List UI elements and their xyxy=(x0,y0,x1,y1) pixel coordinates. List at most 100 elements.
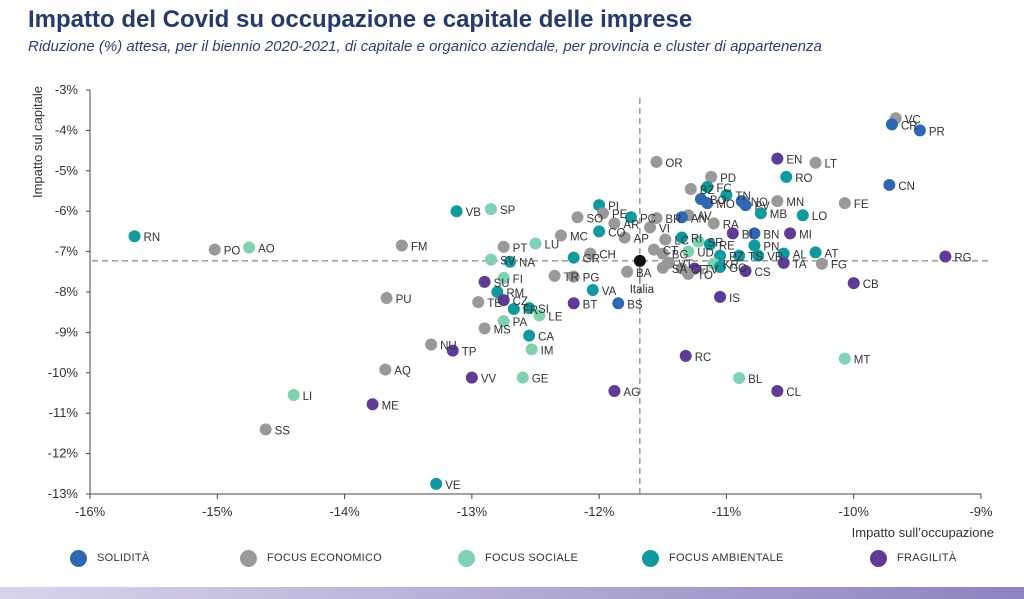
point-label-tn: TN xyxy=(735,191,750,203)
point-mc xyxy=(554,229,567,242)
point-label-cn: CN xyxy=(898,181,915,193)
point-bz xyxy=(684,182,697,195)
point-label-mn: MN xyxy=(786,197,804,209)
point-pz xyxy=(714,249,727,262)
point-pd xyxy=(705,170,718,183)
point-sa xyxy=(656,261,669,274)
x-tick-label: -16% xyxy=(75,504,106,519)
x-tick-label: -15% xyxy=(202,504,233,519)
y-tick-label: -9% xyxy=(55,324,79,339)
point-tn xyxy=(720,189,733,202)
point-label-pz: PZ xyxy=(729,252,744,264)
point-label-fe: FE xyxy=(854,199,869,211)
point-br xyxy=(650,212,663,225)
point-rn xyxy=(128,230,141,243)
point-ve xyxy=(430,477,443,490)
point-label-pr: PR xyxy=(929,126,945,138)
y-tick-label: -12% xyxy=(48,446,79,461)
legend-label-solidita: SOLIDITÀ xyxy=(97,552,150,564)
legend-marker-focus-sociale xyxy=(458,549,475,567)
bottom-decorative-bar xyxy=(0,587,1024,599)
point-label-cr: CR xyxy=(901,120,918,132)
point-label-ag: AG xyxy=(623,387,640,399)
point-label-fi: FI xyxy=(513,274,523,286)
point-rg xyxy=(939,250,952,263)
point-label-or: OR xyxy=(665,158,682,170)
point-pr xyxy=(913,124,926,137)
point-label-fc: FC xyxy=(716,183,731,195)
point-is xyxy=(714,290,727,303)
point-label-lo: LO xyxy=(812,211,827,223)
point-li xyxy=(287,389,300,402)
y-tick-label: -13% xyxy=(48,486,79,501)
point-fr xyxy=(507,302,520,315)
legend-label-fragilita: FRAGILITÀ xyxy=(897,552,957,564)
point-label-an: AN xyxy=(691,213,707,225)
point-label-ao: AO xyxy=(258,244,275,256)
point-su xyxy=(478,275,491,288)
point-label-al: AL xyxy=(793,250,808,262)
point-vb xyxy=(450,205,463,218)
point-label-mb: MB xyxy=(770,209,788,221)
point-label-pg: PG xyxy=(583,273,600,285)
point-fe xyxy=(838,197,851,210)
point-vr xyxy=(752,249,765,262)
point-label-ts: TS xyxy=(748,252,763,264)
point-label-fg: FG xyxy=(831,260,847,272)
point-ar xyxy=(608,217,621,230)
point-or xyxy=(650,155,663,168)
point-label-cl: CL xyxy=(786,387,801,399)
point-label-sa: SA xyxy=(672,264,688,276)
point-pe xyxy=(596,207,609,220)
point-label-bg: BG xyxy=(672,250,689,262)
point-label-vb: VB xyxy=(466,207,482,219)
point-label-me: ME xyxy=(382,400,400,412)
y-tick-label: -11% xyxy=(49,405,79,420)
point-bl xyxy=(733,372,746,385)
legend-item-focus-economico: FOCUS ECONOMICO xyxy=(240,547,382,569)
point-mb xyxy=(754,207,767,220)
point-label-tr: TR xyxy=(564,272,579,284)
point-label-fr: FR xyxy=(523,305,538,317)
point-fc xyxy=(701,180,714,193)
point-label-si: SI xyxy=(538,304,549,316)
point-label-ct: CT xyxy=(663,246,678,258)
point-cr xyxy=(885,118,898,131)
legend-label-focus-economico: FOCUS ECONOMICO xyxy=(267,552,383,564)
point-bt xyxy=(567,297,580,310)
legend-label-focus-ambientale: FOCUS AMBIENTALE xyxy=(669,552,784,564)
point-rc xyxy=(679,349,692,362)
reference-lines-group xyxy=(92,98,992,494)
x-tick-label: -14% xyxy=(329,504,360,519)
point-label-pu: PU xyxy=(396,294,412,306)
point-pv xyxy=(739,199,752,212)
points-group xyxy=(128,112,952,490)
y-tick-label: -5% xyxy=(55,163,79,178)
point-vi xyxy=(644,221,657,234)
point-nu xyxy=(425,338,438,351)
point-label-te: TE xyxy=(487,298,502,310)
point-lt xyxy=(809,156,822,169)
point-label-ud: UD xyxy=(697,248,714,260)
point-label-sp: SP xyxy=(500,205,516,217)
point-ta xyxy=(777,256,790,269)
point-label-bt: BT xyxy=(583,299,598,311)
point-bs xyxy=(612,297,625,310)
chart-title: Impatto del Covid su occupazione e capit… xyxy=(28,6,693,33)
point-label-tv: TV xyxy=(704,265,719,277)
point-va xyxy=(586,283,599,296)
legend-marker-focus-ambientale xyxy=(642,549,659,567)
point-pu xyxy=(380,292,393,305)
point-po xyxy=(208,243,221,256)
point-lo xyxy=(796,209,809,222)
point-label-italia: Italia xyxy=(630,284,655,296)
point-label-re: RE xyxy=(719,240,735,252)
y-axis-title: Impatto sul capitale xyxy=(30,86,45,198)
point-label-bl: BL xyxy=(748,374,763,386)
point-cl xyxy=(771,384,784,397)
point-pg xyxy=(567,270,580,283)
legend: SOLIDITÀ FOCUS ECONOMICO FOCUS SOCIALE F… xyxy=(70,547,970,569)
point-label-va: VA xyxy=(602,286,617,298)
